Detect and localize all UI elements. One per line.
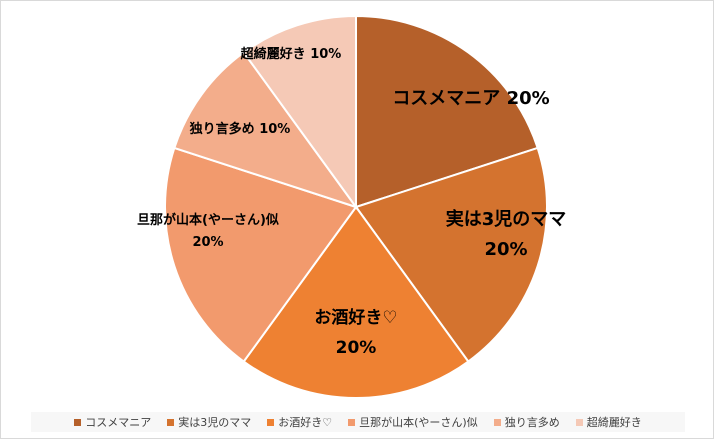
legend: コスメマニア 実は3児のママ お酒好き♡ 旦那が山本(やーさん)似 独り言多め 超綺麗好き (31, 412, 685, 432)
pie-chart: コスメマニア 20% 実は3児のママ 20% お酒好き♡ 20% 旦那が山本(やーさん)似… (137, 14, 567, 399)
data-label-name-1: コスメマニア (392, 88, 506, 109)
legend-item-4: 旦那が山本(やーさん)似 (348, 414, 478, 430)
pie-slice-2 (354, 146, 548, 363)
pie-slice-6 (242, 14, 357, 211)
legend-label: コスメマニア (85, 416, 152, 429)
data-label-name-3: お酒好き♡ (314, 307, 397, 328)
pie-slice-1 (355, 14, 539, 209)
pie-slice-5 (173, 51, 359, 209)
data-label-name-5: 独り言多め (190, 121, 260, 137)
legend-swatch (267, 418, 275, 426)
legend-label: お酒好き♡ (278, 416, 333, 429)
data-label-value-6: 10% (310, 47, 341, 62)
data-label-5: 独り言多め 10% (190, 121, 291, 137)
legend-swatch (348, 418, 356, 426)
legend-swatch (167, 418, 175, 426)
legend-label: 旦那が山本(やーさん)似 (359, 416, 478, 429)
legend-label: 実は3児のママ (178, 416, 252, 429)
data-label-value-3: 20% (336, 338, 377, 358)
legend-swatch (575, 418, 583, 426)
legend-item-2: 実は3児のママ (167, 414, 251, 430)
legend-item-3: お酒好き♡ (267, 414, 332, 430)
legend-label: 独り言多め (504, 416, 560, 429)
data-label-value-4: 20% (192, 235, 223, 250)
data-label-6: 超綺麗好き 10% (241, 46, 342, 62)
legend-swatch (493, 418, 501, 426)
data-label-1: コスメマニア 20% (392, 88, 549, 109)
legend-item-1: コスメマニア (74, 414, 151, 430)
data-label-value-2: 20% (484, 239, 527, 260)
legend-item-6: 超綺麗好き (575, 414, 642, 430)
legend-label: 超綺麗好き (586, 416, 642, 429)
data-label-value-1: 20% (507, 88, 550, 109)
legend-swatch (74, 418, 82, 426)
pie-slice-4 (164, 146, 358, 363)
data-label-name-4: 旦那が山本(やーさん)似 (137, 212, 279, 228)
legend-item-5: 独り言多め (493, 414, 560, 430)
data-label-value-5: 10% (259, 122, 290, 137)
pie-slice-3 (242, 205, 470, 399)
data-label-name-2: 実は3児のママ (446, 208, 567, 230)
data-label-name-6: 超綺麗好き (241, 46, 311, 62)
